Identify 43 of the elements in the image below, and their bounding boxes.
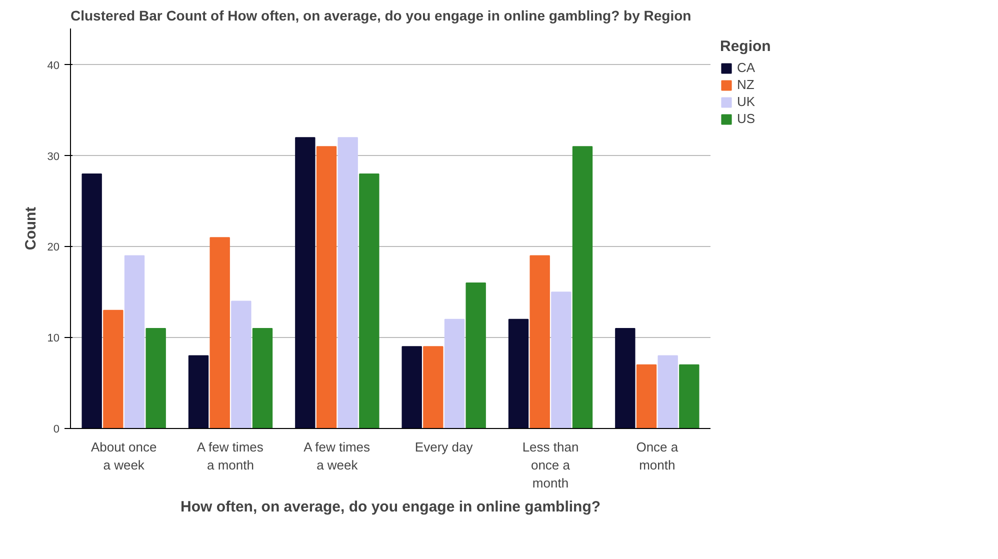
bar <box>551 292 572 428</box>
bar <box>444 318 465 428</box>
x-tick-label: Less than once a month <box>522 440 579 490</box>
bar <box>572 146 593 428</box>
bar <box>466 282 486 428</box>
bar <box>252 328 273 428</box>
x-tick-label: About once a week <box>90 440 157 472</box>
x-axis-title: How often, on average, do you engage in online gambling? <box>180 498 601 516</box>
bar <box>103 310 124 428</box>
bar <box>615 328 636 428</box>
bar <box>231 300 252 428</box>
bar <box>508 318 529 428</box>
bar <box>210 237 230 428</box>
y-axis-title: Count <box>22 206 40 250</box>
bar <box>124 255 145 428</box>
x-tick-label: Every day <box>414 440 474 454</box>
bar <box>402 346 422 428</box>
bar <box>679 364 700 428</box>
bar <box>338 137 358 428</box>
x-tick-label: A few times a month <box>196 440 264 472</box>
chart-title: Clustered Bar Count of How often, on average, do you engage in online gambling? by Region <box>70 8 692 24</box>
bar <box>423 346 444 428</box>
bar <box>359 173 380 428</box>
y-tick-label: 0 <box>53 424 60 436</box>
legend-label: US <box>737 111 756 126</box>
y-tick-label: 40 <box>47 60 60 72</box>
x-tick-label: A few times a week <box>304 440 371 472</box>
y-tick-label: 10 <box>47 332 60 345</box>
legend-title: Region <box>720 38 771 55</box>
bar <box>530 255 550 428</box>
y-tick-label: 30 <box>47 150 60 163</box>
legend-label: NZ <box>737 77 756 92</box>
bar <box>188 355 209 428</box>
x-tick-label: Once a month <box>636 440 679 472</box>
bar <box>636 364 657 428</box>
y-tick-label: 20 <box>47 242 60 254</box>
legend-label: CA <box>737 60 756 75</box>
bar <box>295 137 316 428</box>
bar <box>658 355 678 428</box>
bar <box>316 146 337 428</box>
bar <box>146 328 166 428</box>
legend-label: UK <box>737 94 756 109</box>
bar <box>82 173 102 428</box>
